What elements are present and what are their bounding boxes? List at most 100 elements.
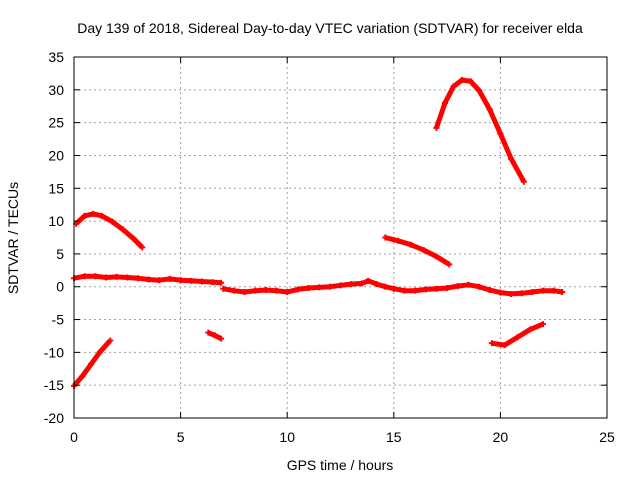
data-point: [337, 282, 344, 289]
x-tick-label: 15: [386, 429, 402, 445]
data-point: [508, 155, 515, 162]
data-point: [441, 99, 448, 106]
x-tick-label: 20: [493, 429, 509, 445]
x-tick-label: 5: [177, 429, 185, 445]
series-arc-near-zero-2: [222, 278, 563, 297]
data-point: [230, 287, 237, 294]
data-point: [382, 283, 389, 290]
data-point: [390, 285, 397, 292]
data-point: [81, 212, 88, 219]
data-point: [527, 326, 534, 333]
y-tick-label: -15: [44, 377, 64, 393]
data-point: [211, 332, 218, 339]
data-point: [446, 261, 453, 268]
data-point: [81, 273, 88, 280]
data-point: [497, 289, 504, 296]
data-point: [412, 287, 419, 294]
data-point: [130, 235, 137, 242]
data-point: [96, 349, 103, 356]
y-tick-label: 10: [48, 213, 64, 229]
data-point: [497, 130, 504, 137]
data-point: [305, 285, 312, 292]
data-point: [520, 178, 527, 185]
data-point: [450, 83, 457, 90]
data-point: [139, 244, 146, 251]
data-point: [476, 283, 483, 290]
data-point: [218, 335, 225, 342]
y-tick-label: -10: [44, 344, 64, 360]
data-point: [459, 76, 466, 83]
grid-lines: [73, 56, 608, 419]
y-tick-label: 5: [56, 246, 64, 262]
data-point: [294, 286, 301, 293]
y-tick-label: 15: [48, 180, 64, 196]
series-arc-lower-left: [72, 338, 113, 388]
data-point: [476, 87, 483, 94]
plot-frame: [73, 56, 608, 419]
data-point: [444, 285, 451, 292]
x-tick-label: 0: [70, 429, 78, 445]
data-point: [501, 342, 508, 349]
x-axis-ticks: 0 5 10 15 20 25: [70, 57, 615, 445]
data-point: [529, 288, 536, 295]
data-point: [220, 285, 227, 292]
data-point: [433, 253, 440, 260]
data-point: [262, 287, 269, 294]
data-point: [433, 285, 440, 292]
data-point: [134, 275, 141, 282]
x-tick-label: 25: [599, 429, 615, 445]
data-point: [109, 218, 116, 225]
data-point: [107, 337, 114, 344]
y-axis-ticks: -20 -15 -10 -5 0 5 10 15 20 25 30 35: [44, 49, 607, 426]
data-point: [120, 226, 127, 233]
data-point: [454, 283, 461, 290]
data-point: [540, 287, 547, 294]
data-point: [433, 124, 440, 131]
chart-title: Day 139 of 2018, Sidereal Day-to-day VTE…: [77, 20, 583, 36]
y-axis-label: SDTVAR / TECUs: [5, 182, 21, 294]
data-point: [486, 106, 493, 113]
series-arc-upper-left: [74, 211, 144, 250]
data-point: [348, 281, 355, 288]
y-tick-label: 25: [48, 115, 64, 131]
y-tick-label: 35: [48, 49, 64, 65]
data-point: [188, 277, 195, 284]
data-point: [401, 287, 408, 294]
data-point: [198, 278, 205, 285]
y-tick-label: 0: [56, 279, 64, 295]
data-point: [273, 287, 280, 294]
data-point: [205, 329, 212, 336]
data-point: [382, 234, 389, 241]
data-point: [407, 241, 414, 248]
data-point: [358, 280, 365, 287]
data-point: [88, 361, 95, 368]
data-point: [124, 274, 131, 281]
data-point: [395, 237, 402, 244]
data-point: [156, 277, 163, 284]
data-point: [284, 288, 291, 295]
series-arc-peak-18h: [434, 77, 527, 183]
series-group: [71, 76, 566, 389]
x-tick-label: 10: [279, 429, 295, 445]
data-point: [518, 290, 525, 297]
data-point: [326, 283, 333, 290]
data-point: [241, 288, 248, 295]
data-point: [508, 290, 515, 297]
series-arc-mid-15h: [384, 235, 451, 267]
data-point: [113, 273, 120, 280]
data-point: [559, 288, 566, 295]
data-point: [218, 279, 225, 286]
data-point: [209, 279, 216, 286]
data-point: [177, 277, 184, 284]
data-point: [373, 281, 380, 288]
data-point: [365, 277, 372, 284]
data-point: [465, 281, 472, 288]
y-tick-label: -20: [44, 410, 64, 426]
data-point: [514, 334, 521, 341]
y-tick-label: -5: [52, 312, 65, 328]
data-point: [486, 287, 493, 294]
data-point: [145, 276, 152, 283]
data-point: [79, 372, 86, 379]
data-point: [422, 286, 429, 293]
